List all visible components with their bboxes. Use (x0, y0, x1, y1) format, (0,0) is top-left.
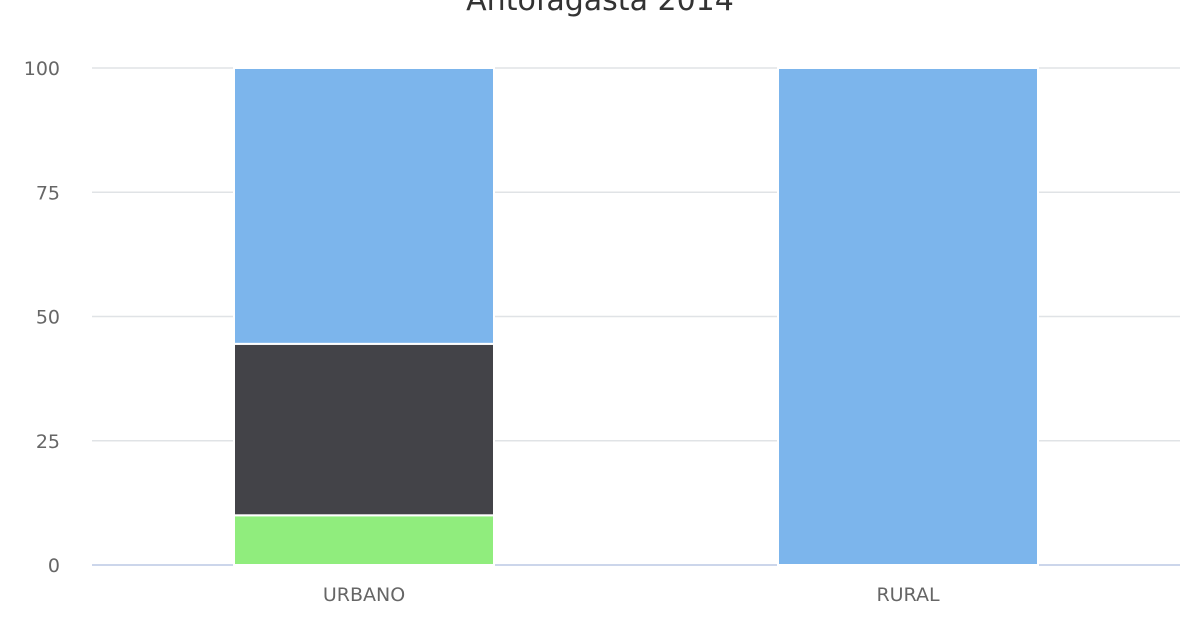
x-tick-label: URBANO (323, 584, 405, 606)
x-tick-label: RURAL (876, 584, 940, 606)
bar-segment (233, 67, 495, 345)
y-tick-label: 0 (48, 555, 60, 577)
y-tick-label: 75 (36, 182, 60, 204)
y-axis-tick-labels: 0 25 50 75 100 (24, 58, 60, 577)
bar-segment (233, 342, 495, 517)
bar-segment (777, 67, 1039, 566)
chart-title: Antofagasta 2014 (466, 0, 734, 18)
y-tick-label: 100 (24, 58, 60, 80)
x-axis-tick-labels: URBANO RURAL (323, 584, 940, 606)
bars (233, 67, 1039, 566)
y-tick-label: 50 (36, 307, 60, 329)
bar-segment (233, 514, 495, 566)
y-tick-label: 25 (36, 431, 60, 453)
